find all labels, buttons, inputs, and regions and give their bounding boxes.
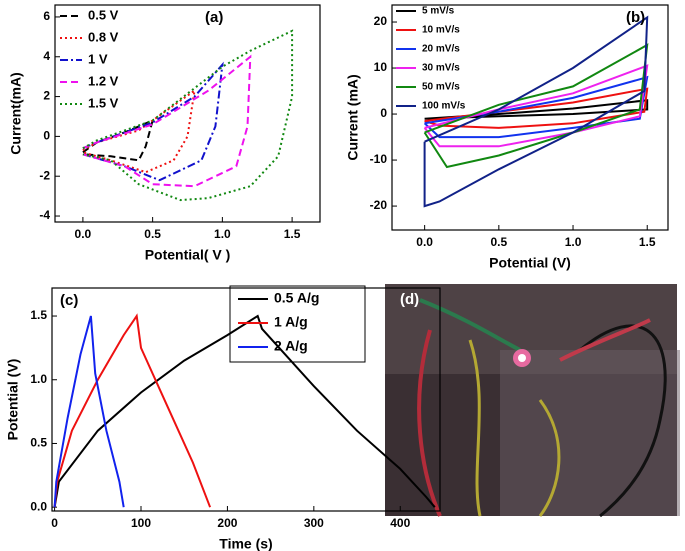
series-line	[53, 313, 212, 508]
y-tick-label: -4	[39, 208, 50, 222]
y-tick-label: 1.5	[30, 308, 47, 322]
x-tick-label: 0.5	[490, 235, 507, 249]
y-tick-label: 2	[43, 89, 50, 103]
legend-label: 0.8 V	[88, 29, 119, 44]
y-tick-label: 0.5	[30, 436, 47, 450]
photo-paper	[500, 350, 680, 516]
legend-label: 10 mV/s	[422, 25, 460, 36]
y-tick-label: -2	[39, 168, 50, 182]
x-tick-label: 0.0	[75, 227, 92, 241]
x-tick-label: 1.5	[639, 235, 656, 249]
y-axis-label: Current (mA)	[345, 74, 361, 160]
plot-frame	[391, 4, 669, 231]
photo-led-core	[518, 354, 526, 362]
x-tick-label: 0.5	[144, 227, 161, 241]
y-tick-label: 0	[43, 129, 50, 143]
series-line	[424, 99, 649, 120]
plot-frame	[51, 287, 441, 512]
y-tick-label: 20	[374, 14, 388, 28]
y-axis-label: Potential (V)	[5, 359, 21, 441]
photo-wire	[579, 324, 667, 518]
legend-label: 20 mV/s	[422, 44, 460, 55]
x-axis-label: Time (s)	[219, 536, 272, 551]
legend-label: 1 V	[88, 51, 108, 66]
y-tick-label: 1.0	[30, 372, 47, 386]
legend-label: 1.2 V	[88, 73, 119, 88]
panel-label: (a)	[205, 9, 223, 26]
series-line	[423, 15, 649, 208]
legend-label: 100 mV/s	[422, 101, 466, 112]
series-line	[82, 29, 294, 202]
x-tick-label: 0	[51, 516, 58, 530]
photo-wire	[419, 298, 521, 352]
plot-frame	[54, 4, 321, 223]
x-tick-label: 1.0	[214, 227, 231, 241]
photo-wire	[559, 318, 651, 362]
y-tick-label: -10	[370, 152, 388, 166]
y-tick-label: -20	[370, 198, 388, 212]
series-line	[53, 315, 125, 508]
legend-label: 1 A/g	[274, 314, 308, 330]
series-line	[423, 64, 649, 148]
legend-label: 0.5 V	[88, 7, 119, 22]
y-tick-label: 0	[380, 106, 387, 120]
y-tick-label: 6	[43, 9, 50, 23]
series-line	[53, 314, 436, 508]
y-tick-label: 4	[43, 49, 50, 63]
series-line	[423, 75, 649, 139]
x-tick-label: 100	[131, 516, 151, 530]
x-tick-label: 400	[390, 516, 410, 530]
y-tick-label: 0.0	[30, 499, 47, 513]
legend-label: 2 A/g	[274, 338, 308, 354]
legend-label: 0.5 A/g	[274, 290, 319, 306]
y-tick-label: 10	[374, 60, 388, 74]
series-line	[423, 43, 649, 169]
photo: (d)	[385, 284, 680, 518]
legend-frame	[229, 285, 366, 363]
photo-wire	[538, 399, 561, 517]
panel-label: (b)	[626, 9, 645, 26]
photo-wire	[468, 339, 482, 517]
x-tick-label: 200	[217, 516, 237, 530]
x-axis-label: Potential( V )	[145, 247, 231, 263]
legend-label: 1.5 V	[88, 95, 119, 110]
legend-label: 50 mV/s	[422, 82, 460, 93]
x-tick-label: 0.0	[416, 235, 433, 249]
series-line	[82, 118, 155, 162]
x-tick-label: 1.0	[565, 235, 582, 249]
legend-label: 5 mV/s	[422, 6, 455, 17]
panel-label: (d)	[400, 291, 419, 308]
x-axis-label: Potential (V)	[489, 255, 571, 271]
series-line	[82, 88, 196, 174]
photo-wire	[417, 329, 442, 517]
x-tick-label: 1.5	[284, 227, 301, 241]
x-tick-label: 300	[304, 516, 324, 530]
panel-label: (c)	[60, 292, 78, 309]
y-axis-label: Current(mA)	[8, 72, 24, 154]
legend-label: 30 mV/s	[422, 63, 460, 74]
